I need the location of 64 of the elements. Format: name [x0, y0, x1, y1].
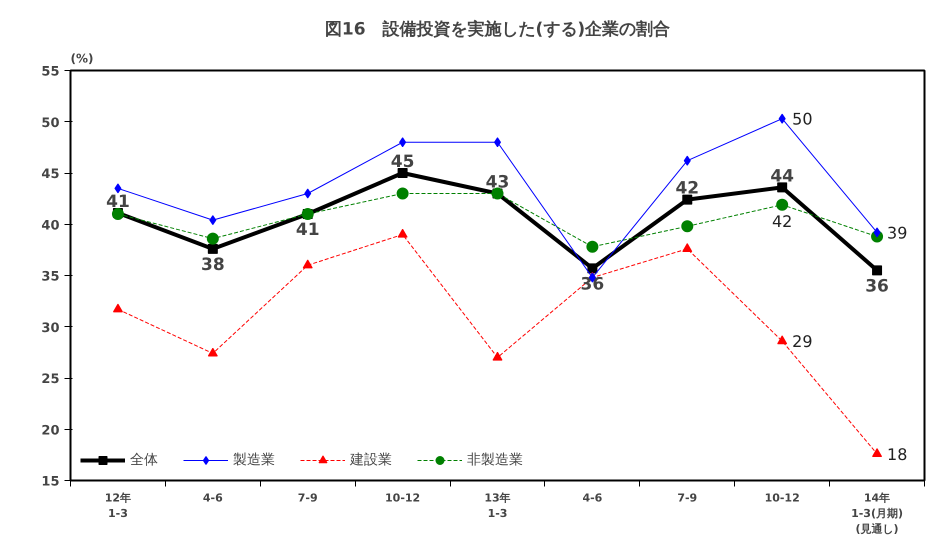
x-tick-label: 4-6	[582, 492, 603, 504]
point	[302, 260, 313, 268]
point	[206, 232, 219, 245]
point	[399, 137, 406, 148]
x-tick-label: 7-9	[298, 492, 318, 504]
y-tick-label: 50	[41, 116, 60, 131]
x-tick-label: 7-9	[677, 492, 698, 504]
point	[682, 243, 692, 252]
data-label: 45	[390, 152, 414, 172]
point	[209, 215, 216, 226]
data-label: 42	[772, 212, 792, 231]
y-axis-title: (%)	[70, 52, 94, 66]
data-label: 50	[792, 110, 813, 129]
point	[492, 352, 502, 361]
legend-label: 製造業	[233, 451, 275, 469]
y-tick-label: 35	[41, 270, 60, 284]
x-tick-label: 13年 1-3	[484, 492, 511, 520]
point	[777, 182, 788, 192]
point	[112, 304, 123, 312]
x-tick-label: 12年 1-3	[104, 492, 132, 520]
y-tick-label: 15	[41, 474, 60, 490]
point	[682, 194, 692, 205]
point	[586, 240, 598, 253]
point	[681, 220, 694, 232]
x-tick-label: 10-12	[385, 492, 420, 504]
point	[398, 168, 408, 178]
y-tick-label: 25	[41, 372, 60, 387]
point	[587, 263, 598, 274]
chart-title: 図16 設備投資を実施した(する)企業の割合	[324, 20, 670, 40]
point	[684, 156, 691, 166]
y-tick-label: 20	[41, 423, 60, 438]
y-tick-label: 45	[41, 167, 60, 182]
x-tick-label: 4-6	[202, 492, 224, 504]
data-label: 29	[792, 332, 813, 352]
point	[777, 335, 788, 344]
y-tick-label: 30	[41, 320, 60, 336]
data-label: 41	[296, 220, 320, 240]
point	[872, 265, 882, 276]
point	[874, 227, 881, 238]
point	[304, 188, 312, 198]
point	[208, 348, 218, 356]
point	[776, 198, 788, 211]
point	[208, 244, 218, 254]
y-tick-label: 55	[41, 64, 60, 80]
data-label: 42	[675, 178, 700, 199]
data-label: 36	[580, 274, 604, 294]
x-tick-label: 10-12	[764, 492, 800, 504]
y-tick-label: 40	[41, 218, 60, 234]
data-label: 44	[770, 166, 794, 186]
legend-label: 非製造業	[467, 451, 523, 469]
legend-label: 全体	[130, 451, 158, 469]
point	[778, 114, 786, 124]
data-label: 38	[201, 254, 225, 275]
legend-label: 建設業	[350, 451, 392, 469]
data-label: 41	[106, 192, 130, 212]
x-tick-label: 14年 1-3(月期) (見通し)	[851, 492, 904, 536]
data-label: 43	[486, 172, 510, 192]
point	[398, 228, 408, 238]
data-label: 18	[887, 444, 908, 464]
point	[396, 188, 409, 200]
data-label: 36	[865, 276, 889, 296]
point	[872, 448, 882, 457]
data-label: 39	[887, 223, 908, 242]
point	[114, 183, 122, 194]
